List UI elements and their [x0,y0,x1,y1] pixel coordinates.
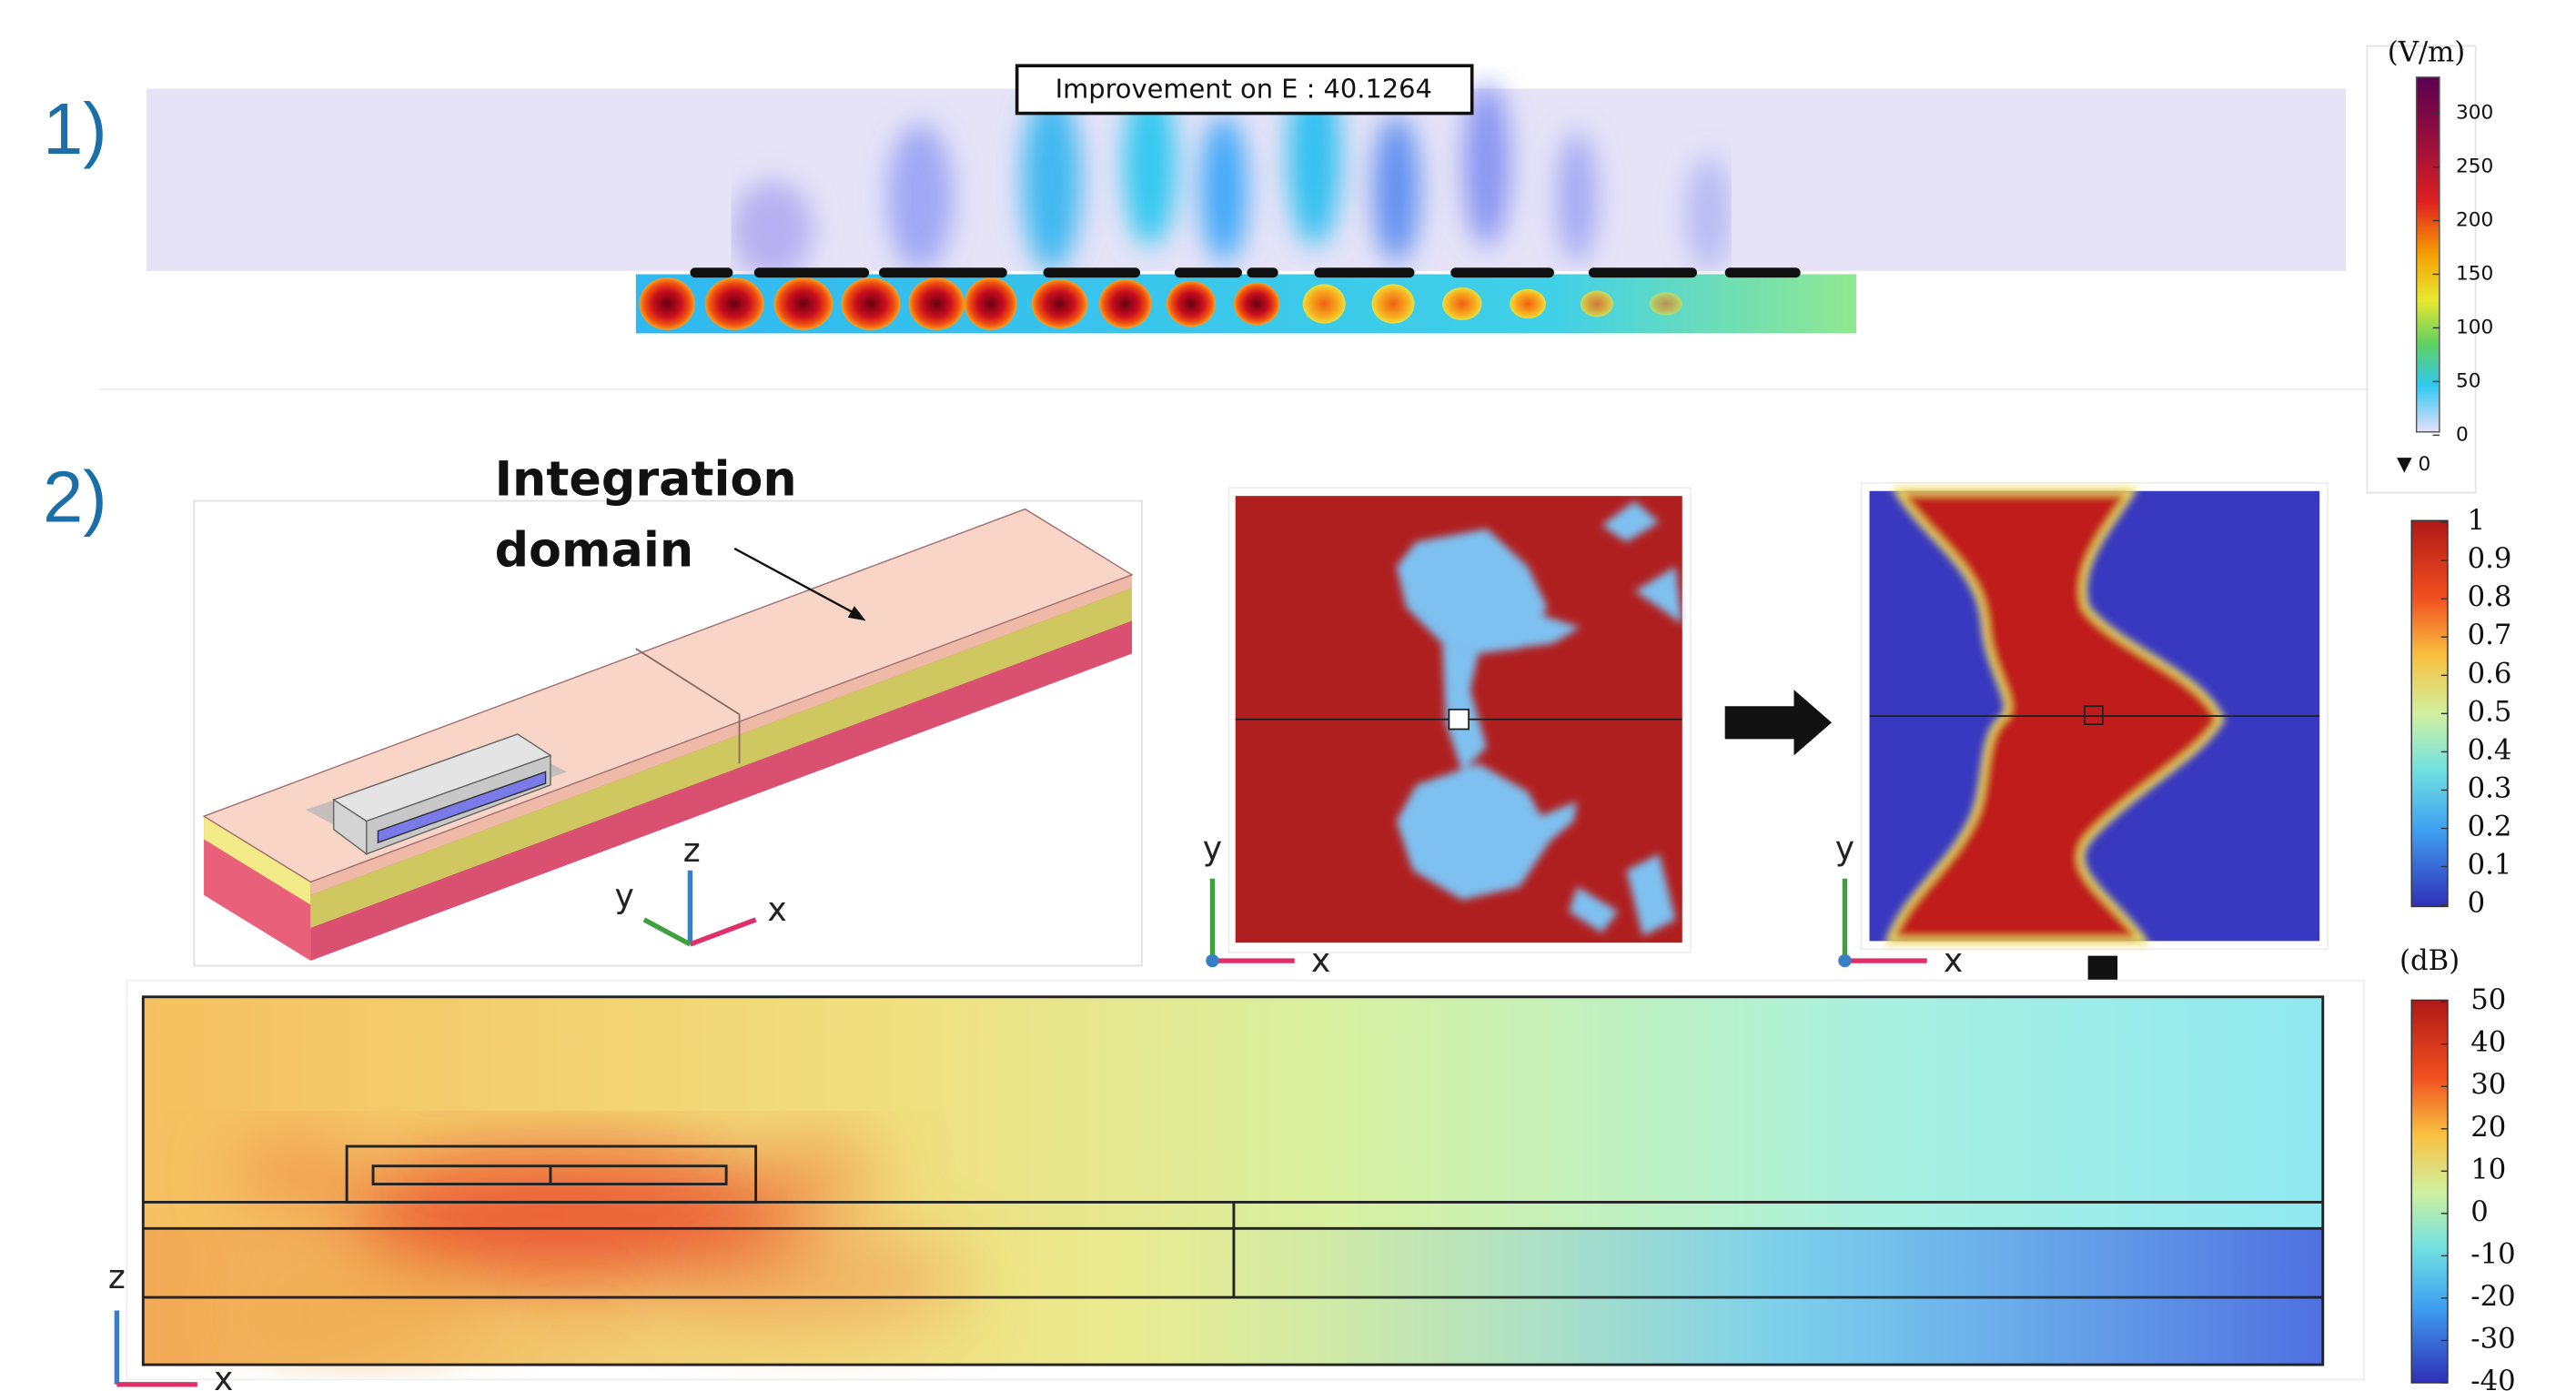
colorbar-tick-label: -40 [2470,1366,2515,1391]
figure: 1) 2) Improve [0,0,2576,1391]
colorbar-tick-label: 100 [2456,316,2493,338]
colorbar-unit: (V/m) [2388,37,2466,69]
axis-label: y [615,876,634,915]
colorbar-unit: (dB) [2399,945,2460,977]
field-map-1: Improvement on E : 40.1264 [146,66,2346,333]
colorbar-tick-label: -20 [2470,1281,2515,1313]
colorbar-tick-label: 50 [2456,369,2481,392]
colorbar-tick-label: 20 [2470,1112,2506,1144]
colorbar: 1 0.9 0.8 0.7 0.6 0.5 0.4 0.3 0.2 0.1 0 [2411,505,2511,920]
panel-label: 2) [43,456,107,537]
colorbar-tick-label: 150 [2456,262,2493,285]
colorbar-min: ▼ 0 [2397,453,2430,476]
axis-label: z [108,1257,126,1296]
colorbar-tick-label: 0 [2470,1196,2489,1228]
density-map-initial: y x [1203,488,1691,980]
field-map-2: z x [108,981,2364,1391]
colorbar-tick-label: 40 [2470,1027,2506,1059]
axis-label: y [1203,829,1222,868]
axis-label: x [1944,941,1963,980]
colorbar-tick-label: 10 [2470,1154,2506,1185]
axis-label: x [767,890,786,929]
colorbar-tick-label: 250 [2456,156,2493,178]
colorbar-tick-label: 0 [2456,423,2469,446]
colorbar-tick-label: 0.6 [2468,658,2512,690]
colorbar-tick-label: 1 [2468,505,2486,537]
colorbar-tick-label: 0.8 [2468,581,2512,613]
colorbar-tick-label: 300 [2456,102,2493,125]
colorbar-tick-label: 50 [2470,984,2506,1016]
axis-label: y [1835,829,1854,868]
colorbar-tick-label: 0.1 [2468,850,2512,882]
callout: Integration [495,452,797,508]
panel-label: 1) [43,88,107,169]
colorbar-tick-label: 30 [2470,1069,2506,1101]
colorbar-tick-label: -10 [2470,1238,2515,1270]
colorbar-tick-label: 0.7 [2468,620,2512,651]
colorbar: (dB) 50 40 30 20 10 0 -10 -20 -30 -40 [2399,945,2516,1391]
axis-label: x [1311,941,1330,980]
callout: domain [495,522,694,578]
annotation: Improvement on E : 40.1264 [1056,73,1432,104]
colorbar-tick-label: 0.3 [2468,772,2512,804]
colorbar-tick-label: 0 [2468,888,2486,920]
axis-label: x [214,1359,233,1391]
colorbar-tick-label: 0.4 [2468,734,2512,766]
geometry-view: z y x Integration domain [194,452,1142,966]
axis-label: z [683,831,701,870]
colorbar-tick-label: -30 [2470,1323,2515,1355]
colorbar-tick-label: 200 [2456,208,2493,231]
colorbar-tick-label: 0.2 [2468,811,2512,843]
colorbar-tick-label: 0.9 [2468,543,2512,575]
density-map-final: y x [1835,483,2328,980]
arrow [1725,690,1832,755]
colorbar-tick-label: 0.5 [2468,696,2512,728]
